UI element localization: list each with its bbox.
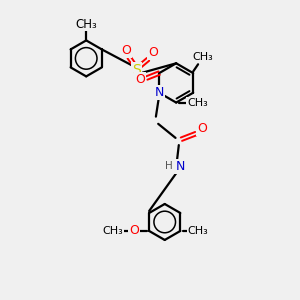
Text: O: O [130,224,140,238]
Text: O: O [197,122,207,135]
Text: O: O [148,46,158,59]
Text: S: S [133,63,141,77]
Text: CH₃: CH₃ [187,98,208,108]
Text: N: N [176,160,185,173]
Text: CH₃: CH₃ [188,226,208,236]
Text: H: H [165,161,173,171]
Text: CH₃: CH₃ [193,52,213,62]
Text: CH₃: CH₃ [75,17,97,31]
Text: O: O [122,44,131,57]
Text: O: O [135,73,145,86]
Text: CH₃: CH₃ [103,226,124,236]
Text: N: N [154,86,164,99]
